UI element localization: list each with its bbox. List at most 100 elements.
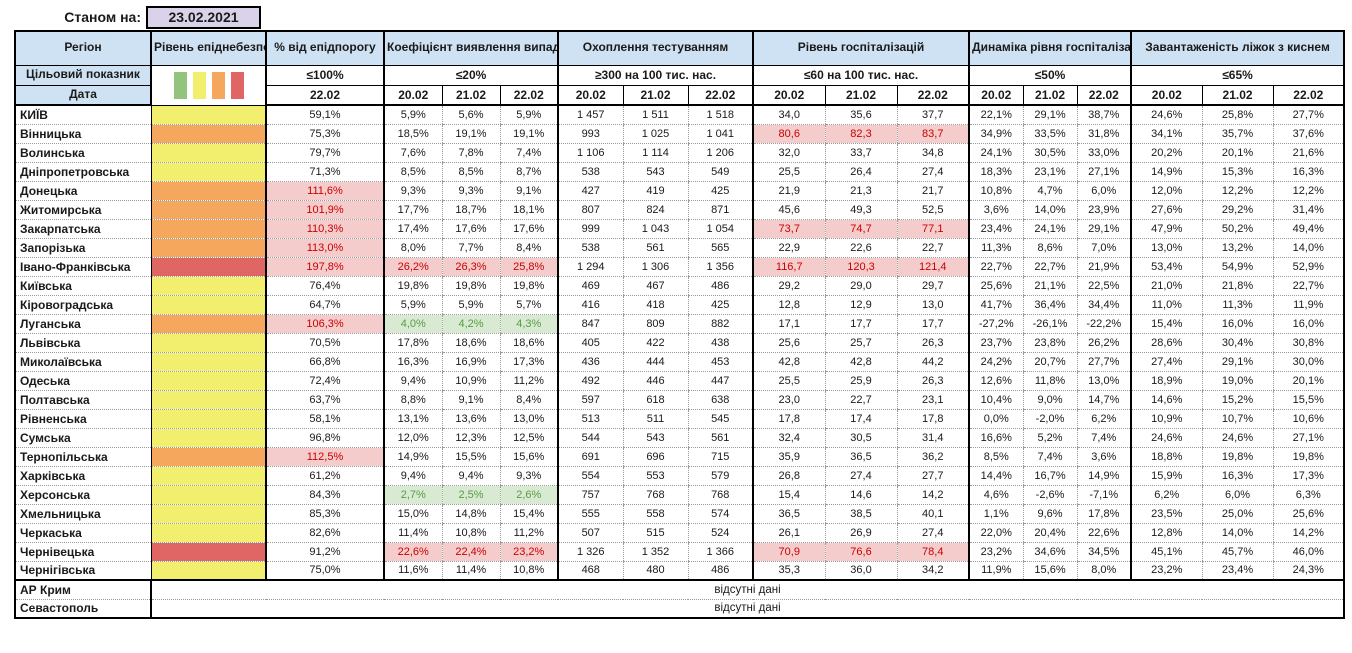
oxygen-cell: 25,0% — [1201, 504, 1274, 524]
detection-cell: 11,2% — [499, 371, 558, 391]
col-header-testing: Охоплення тестуванням — [557, 30, 754, 66]
dynamics-cell: 6,2% — [1076, 409, 1132, 429]
testing-cell: 768 — [622, 485, 688, 505]
hospitalization-cell: 15,4 — [752, 485, 825, 505]
oxygen-cell: 16,3% — [1272, 162, 1345, 182]
hospitalization-cell: 37,7 — [896, 105, 970, 125]
region-name: Вінницька — [15, 124, 152, 144]
target-testing: ≥300 на 100 тис. нас. — [557, 64, 754, 86]
date-header: 20.02 — [968, 84, 1024, 106]
hospitalization-cell: 12,8 — [752, 295, 825, 315]
danger-level-cell — [150, 143, 266, 163]
detection-cell: 26,3% — [441, 257, 500, 277]
danger-level-cell — [150, 314, 266, 334]
testing-cell: 993 — [557, 124, 623, 144]
oxygen-cell: 20,1% — [1201, 143, 1274, 163]
detection-cell: 15,0% — [383, 504, 442, 524]
detection-cell: 17,7% — [383, 200, 442, 220]
hospitalization-cell: 121,4 — [896, 257, 970, 277]
hospitalization-cell: 29,2 — [752, 276, 825, 296]
column-header-row: Регіон Рівень епіднебезпеки % від епідпо… — [14, 30, 1345, 66]
legend-red-swatch — [230, 71, 244, 99]
col-header-dynamics: Динаміка рівня госпіталізацій — [968, 30, 1132, 66]
hospitalization-cell: 76,6 — [824, 542, 897, 562]
detection-cell: 15,4% — [499, 504, 558, 524]
detection-cell: 18,6% — [499, 333, 558, 353]
table-row: Львівська 70,5% 17,8% 18,6% 18,6% 405 422 438 25… — [15, 333, 1345, 353]
oxygen-cell: 24,6% — [1130, 105, 1203, 125]
col-header-threshold: % від епідпорогу — [265, 30, 385, 66]
threshold-cell: 58,1% — [265, 409, 384, 429]
testing-cell: 809 — [622, 314, 688, 334]
oxygen-cell: 11,3% — [1201, 295, 1274, 315]
oxygen-cell: 24,6% — [1130, 428, 1203, 448]
date-header: 22.02 — [1076, 84, 1132, 106]
testing-cell: 1 366 — [687, 542, 753, 562]
dynamics-cell: -26,1% — [1022, 314, 1078, 334]
hospitalization-cell: 33,7 — [824, 143, 897, 163]
detection-cell: 13,1% — [383, 409, 442, 429]
hospitalization-cell: 21,7 — [896, 181, 970, 201]
hospitalization-cell: 29,7 — [896, 276, 970, 296]
testing-cell: 1 457 — [557, 105, 623, 125]
dynamics-cell: 17,8% — [1076, 504, 1132, 524]
danger-level-cell — [150, 428, 266, 448]
detection-cell: 11,4% — [383, 523, 442, 543]
dynamics-cell: 6,0% — [1076, 181, 1132, 201]
hospitalization-cell: 22,6 — [824, 238, 897, 258]
detection-cell: 7,7% — [441, 238, 500, 258]
testing-cell: 511 — [622, 409, 688, 429]
table-row: Одеська 72,4% 9,4% 10,9% 11,2% 492 446 447 25,5 2… — [15, 371, 1345, 391]
dynamics-cell: -2,6% — [1022, 485, 1078, 505]
testing-cell: 1 041 — [687, 124, 753, 144]
testing-cell: 444 — [622, 352, 688, 372]
region-name: Херсонська — [15, 485, 152, 505]
threshold-cell: 75,3% — [265, 124, 384, 144]
table-row: Харківська 61,2% 9,4% 9,4% 9,3% 554 553 579 26,8… — [15, 466, 1345, 486]
oxygen-cell: 21,8% — [1201, 276, 1274, 296]
danger-level-cell — [150, 371, 266, 391]
dynamics-cell: 7,0% — [1076, 238, 1132, 258]
detection-cell: 13,0% — [499, 409, 558, 429]
table-row: Миколаївська 66,8% 16,3% 16,9% 17,3% 436 444 45… — [15, 352, 1345, 372]
hospitalization-cell: 83,7 — [896, 124, 970, 144]
danger-level-cell — [150, 447, 266, 467]
table-row: Хмельницька 85,3% 15,0% 14,8% 15,4% 555 558 574… — [15, 504, 1345, 524]
date-header: 21.02 — [824, 84, 898, 106]
hospitalization-cell: 21,9 — [752, 181, 825, 201]
detection-cell: 25,8% — [499, 257, 558, 277]
detection-cell: 22,4% — [441, 542, 500, 562]
testing-cell: 847 — [557, 314, 623, 334]
oxygen-cell: 47,9% — [1130, 219, 1203, 239]
detection-cell: 8,4% — [499, 390, 558, 410]
threshold-cell: 79,7% — [265, 143, 384, 163]
dynamics-cell: 14,9% — [1076, 466, 1132, 486]
oxygen-cell: 11,0% — [1130, 295, 1203, 315]
danger-level-cell — [150, 219, 266, 239]
hospitalization-cell: 52,5 — [896, 200, 970, 220]
detection-cell: 4,2% — [441, 314, 500, 334]
detection-cell: 11,2% — [499, 523, 558, 543]
oxygen-cell: 16,3% — [1201, 466, 1274, 486]
table-row: Київська 76,4% 19,8% 19,8% 19,8% 469 467 486 29,… — [15, 276, 1345, 296]
hospitalization-cell: 26,3 — [896, 371, 970, 391]
oxygen-cell: 27,1% — [1272, 428, 1345, 448]
hospitalization-cell: 12,9 — [824, 295, 897, 315]
dynamics-cell: 10,8% — [968, 181, 1024, 201]
date-header: 21.02 — [1022, 84, 1078, 106]
hospitalization-cell: 17,8 — [752, 409, 825, 429]
oxygen-cell: 15,2% — [1201, 390, 1274, 410]
dynamics-cell: 16,6% — [968, 428, 1024, 448]
danger-legend-cell — [150, 64, 267, 106]
hospitalization-cell: 36,5 — [824, 447, 897, 467]
oxygen-cell: 30,4% — [1201, 333, 1274, 353]
hospitalization-cell: 22,9 — [752, 238, 825, 258]
dynamics-cell: 3,6% — [1076, 447, 1132, 467]
dynamics-cell: 16,7% — [1022, 466, 1078, 486]
oxygen-cell: 20,1% — [1272, 371, 1345, 391]
detection-cell: 11,6% — [383, 561, 442, 581]
region-name: Волинська — [15, 143, 152, 163]
testing-cell: 492 — [557, 371, 623, 391]
hospitalization-cell: 29,0 — [824, 276, 897, 296]
oxygen-cell: 23,4% — [1201, 561, 1274, 581]
